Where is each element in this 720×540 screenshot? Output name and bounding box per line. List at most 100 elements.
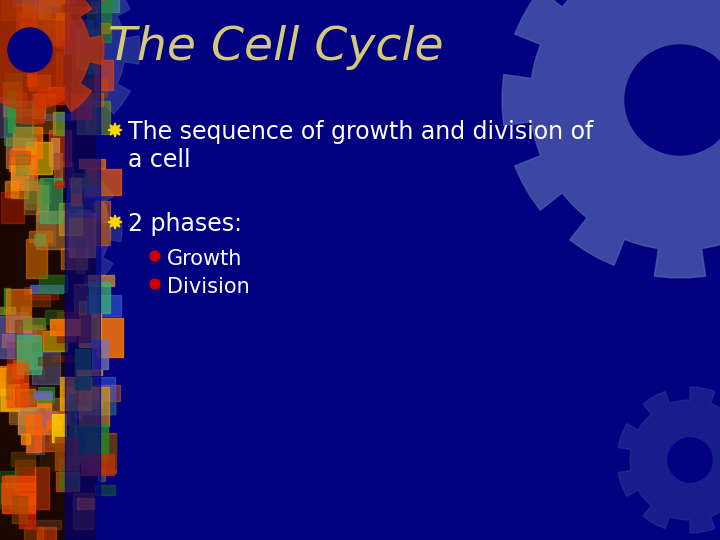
- Bar: [58, 0, 68, 1]
- Bar: [0, 316, 31, 359]
- Bar: [71, 7, 96, 12]
- Bar: [18, 395, 51, 434]
- Bar: [1, 483, 35, 504]
- Text: 2 phases:: 2 phases:: [128, 212, 242, 236]
- Bar: [71, 178, 81, 205]
- Bar: [78, 102, 110, 134]
- Bar: [92, 340, 108, 369]
- Bar: [35, 467, 49, 509]
- Bar: [37, 0, 50, 35]
- Text: The sequence of growth and division of: The sequence of growth and division of: [128, 120, 593, 144]
- Bar: [34, 234, 45, 245]
- Polygon shape: [503, 0, 720, 278]
- Bar: [52, 356, 80, 361]
- Bar: [88, 275, 114, 286]
- Polygon shape: [33, 208, 77, 252]
- Bar: [1, 192, 24, 222]
- Bar: [86, 435, 116, 468]
- Text: Growth: Growth: [167, 249, 243, 269]
- Bar: [99, 447, 105, 481]
- Bar: [77, 370, 102, 375]
- Bar: [87, 295, 121, 316]
- Bar: [96, 202, 106, 223]
- Bar: [94, 60, 113, 90]
- Bar: [25, 415, 41, 453]
- Bar: [55, 472, 79, 491]
- Bar: [14, 320, 22, 359]
- Bar: [1, 389, 35, 410]
- Bar: [22, 305, 30, 336]
- Bar: [37, 185, 48, 222]
- Bar: [67, 186, 100, 216]
- Bar: [31, 0, 50, 21]
- Bar: [0, 0, 95, 540]
- Bar: [23, 318, 45, 329]
- Bar: [35, 394, 51, 407]
- Bar: [1, 0, 19, 20]
- Bar: [77, 514, 86, 525]
- Bar: [11, 157, 28, 198]
- Bar: [4, 102, 33, 145]
- Bar: [40, 442, 55, 471]
- Bar: [64, 19, 94, 54]
- Bar: [79, 387, 109, 426]
- Bar: [24, 326, 42, 369]
- Bar: [67, 323, 75, 340]
- Bar: [55, 437, 78, 470]
- Bar: [73, 492, 93, 529]
- Bar: [24, 181, 39, 214]
- Bar: [60, 163, 73, 184]
- Bar: [6, 342, 23, 383]
- Bar: [53, 112, 63, 135]
- Bar: [0, 471, 19, 508]
- Bar: [26, 521, 60, 529]
- Bar: [34, 391, 52, 399]
- Bar: [9, 151, 27, 171]
- Bar: [91, 401, 117, 415]
- Bar: [49, 429, 75, 446]
- Bar: [48, 22, 61, 41]
- Bar: [18, 328, 46, 342]
- Bar: [39, 275, 67, 292]
- Text: Division: Division: [167, 277, 250, 297]
- Polygon shape: [625, 45, 720, 155]
- Bar: [6, 138, 35, 168]
- Polygon shape: [618, 387, 720, 533]
- Bar: [21, 434, 30, 444]
- Bar: [35, 411, 64, 450]
- Bar: [0, 383, 28, 390]
- Bar: [37, 212, 55, 245]
- Bar: [27, 431, 44, 454]
- Bar: [81, 454, 114, 476]
- Bar: [19, 494, 35, 528]
- Bar: [30, 231, 52, 242]
- Bar: [50, 319, 80, 335]
- Bar: [39, 0, 68, 19]
- Bar: [1, 476, 35, 513]
- Bar: [3, 82, 21, 116]
- Bar: [35, 94, 45, 118]
- Bar: [78, 313, 101, 347]
- Bar: [17, 335, 41, 374]
- Bar: [77, 401, 102, 408]
- Bar: [13, 127, 42, 158]
- Bar: [0, 366, 12, 395]
- Bar: [11, 148, 33, 188]
- Bar: [16, 154, 28, 175]
- Bar: [38, 357, 60, 366]
- Circle shape: [150, 251, 160, 261]
- Bar: [5, 73, 22, 106]
- Bar: [6, 370, 12, 399]
- Bar: [60, 247, 87, 269]
- Bar: [12, 452, 35, 466]
- Bar: [37, 526, 56, 540]
- Bar: [55, 180, 65, 187]
- Bar: [30, 75, 50, 90]
- Bar: [27, 69, 35, 86]
- Bar: [81, 183, 109, 195]
- Text: a cell: a cell: [128, 148, 191, 172]
- Bar: [88, 433, 116, 472]
- Bar: [86, 169, 120, 195]
- Bar: [61, 381, 91, 403]
- Bar: [53, 414, 66, 442]
